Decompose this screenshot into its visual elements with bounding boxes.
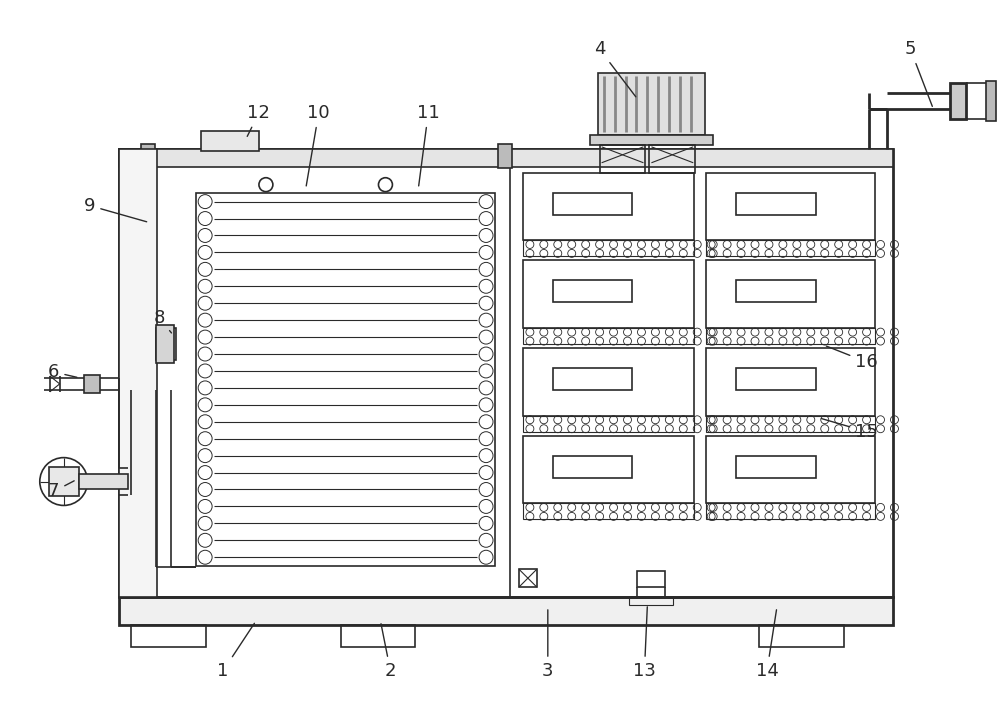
Bar bbox=[706, 173, 875, 240]
Text: 16: 16 bbox=[826, 346, 878, 371]
Bar bbox=[523, 328, 694, 344]
Bar bbox=[600, 145, 645, 173]
Text: 14: 14 bbox=[756, 610, 778, 680]
Bar bbox=[119, 597, 893, 625]
Bar bbox=[759, 625, 844, 647]
Bar bbox=[736, 193, 816, 215]
Bar bbox=[553, 456, 632, 477]
Bar bbox=[196, 193, 495, 566]
Text: 12: 12 bbox=[247, 104, 270, 136]
Text: 2: 2 bbox=[381, 624, 396, 680]
Bar bbox=[706, 348, 875, 415]
Bar bbox=[119, 149, 893, 597]
Bar bbox=[523, 503, 694, 519]
Text: 11: 11 bbox=[417, 104, 440, 186]
Bar bbox=[523, 436, 694, 503]
Bar bbox=[706, 328, 875, 344]
Bar bbox=[523, 173, 694, 240]
Text: 9: 9 bbox=[84, 197, 147, 222]
Bar bbox=[553, 280, 632, 302]
Bar bbox=[84, 375, 100, 393]
Bar bbox=[736, 368, 816, 390]
Bar bbox=[156, 325, 174, 363]
Bar bbox=[131, 625, 206, 647]
Bar bbox=[553, 368, 632, 390]
Bar bbox=[553, 193, 632, 215]
Text: 10: 10 bbox=[306, 104, 330, 186]
Bar bbox=[706, 240, 875, 256]
Bar bbox=[706, 503, 875, 519]
Text: 4: 4 bbox=[594, 40, 636, 96]
Bar bbox=[598, 73, 705, 135]
Bar bbox=[119, 149, 893, 167]
Text: 3: 3 bbox=[542, 610, 554, 680]
Text: 13: 13 bbox=[633, 607, 656, 680]
Bar bbox=[986, 81, 996, 121]
Bar bbox=[706, 436, 875, 503]
Bar bbox=[523, 261, 694, 328]
Bar bbox=[201, 131, 259, 150]
Bar bbox=[629, 597, 673, 605]
Bar bbox=[523, 240, 694, 256]
Bar bbox=[49, 467, 79, 497]
Bar bbox=[141, 144, 155, 168]
Bar bbox=[706, 261, 875, 328]
Text: 8: 8 bbox=[154, 309, 171, 333]
Bar bbox=[736, 456, 816, 477]
Text: 5: 5 bbox=[905, 40, 932, 107]
Text: 15: 15 bbox=[821, 418, 878, 441]
Bar bbox=[156, 328, 176, 360]
Bar bbox=[119, 149, 157, 597]
Text: 7: 7 bbox=[48, 481, 74, 500]
Bar bbox=[79, 474, 128, 490]
Bar bbox=[736, 280, 816, 302]
Bar bbox=[523, 348, 694, 415]
Bar bbox=[519, 570, 537, 587]
Text: 1: 1 bbox=[217, 624, 254, 680]
Bar bbox=[706, 415, 875, 432]
Text: 6: 6 bbox=[48, 363, 77, 381]
Bar bbox=[498, 144, 512, 168]
Bar bbox=[637, 571, 665, 587]
Bar bbox=[950, 83, 966, 119]
Bar bbox=[590, 135, 713, 145]
Bar bbox=[341, 625, 415, 647]
Bar bbox=[649, 145, 695, 173]
Bar bbox=[523, 415, 694, 432]
